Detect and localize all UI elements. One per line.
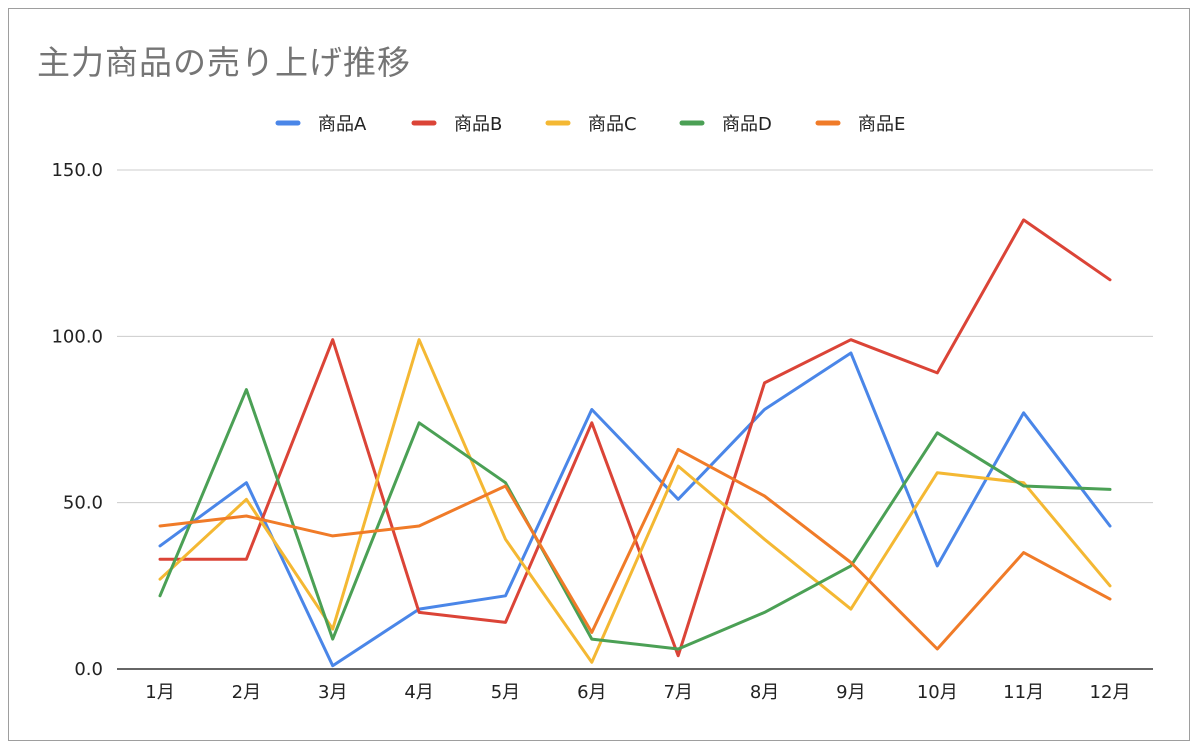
chart-title: 主力商品の売り上げ推移: [37, 43, 411, 82]
y-tick-label: 150.0: [51, 160, 103, 181]
y-tick-label: 50.0: [63, 493, 103, 514]
legend-label: 商品D: [722, 114, 772, 135]
y-axis-ticks: 0.0 50.0 100.0 150.0: [51, 160, 103, 680]
legend-label: 商品A: [318, 114, 367, 135]
y-tick-label: 0.0: [74, 659, 103, 680]
y-tick-label: 100.0: [51, 326, 103, 347]
legend-item: 商品A: [275, 114, 367, 135]
x-tick-label: 8月: [750, 682, 779, 703]
x-tick-label: 6月: [577, 682, 606, 703]
series-lines: [158, 218, 1112, 668]
gridlines: [117, 169, 1153, 670]
series-line: [158, 218, 1112, 658]
series-line: [158, 447, 1112, 651]
x-tick-label: 7月: [663, 682, 692, 703]
legend: 商品A 商品B 商品C 商品D 商品E: [275, 114, 905, 135]
legend-label: 商品E: [858, 114, 905, 135]
x-tick-label: 2月: [232, 682, 261, 703]
legend-item: 商品B: [411, 114, 502, 135]
legend-item: 商品D: [679, 114, 772, 135]
series-line: [158, 351, 1112, 668]
legend-item: 商品C: [545, 114, 637, 135]
x-tick-label: 11月: [1003, 682, 1044, 703]
legend-label: 商品C: [588, 114, 637, 135]
x-axis-ticks: 1月 2月 3月 4月 5月 6月 7月 8月 9月 10月 11月 12月: [145, 682, 1130, 703]
x-tick-label: 12月: [1090, 682, 1131, 703]
x-tick-label: 1月: [145, 682, 174, 703]
x-tick-label: 3月: [318, 682, 347, 703]
series-line: [158, 338, 1112, 664]
legend-item: 商品E: [815, 114, 905, 135]
series-line: [158, 388, 1112, 651]
legend-label: 商品B: [454, 114, 502, 135]
x-tick-label: 10月: [917, 682, 958, 703]
x-tick-label: 9月: [836, 682, 865, 703]
x-tick-label: 5月: [491, 682, 520, 703]
x-tick-label: 4月: [404, 682, 433, 703]
